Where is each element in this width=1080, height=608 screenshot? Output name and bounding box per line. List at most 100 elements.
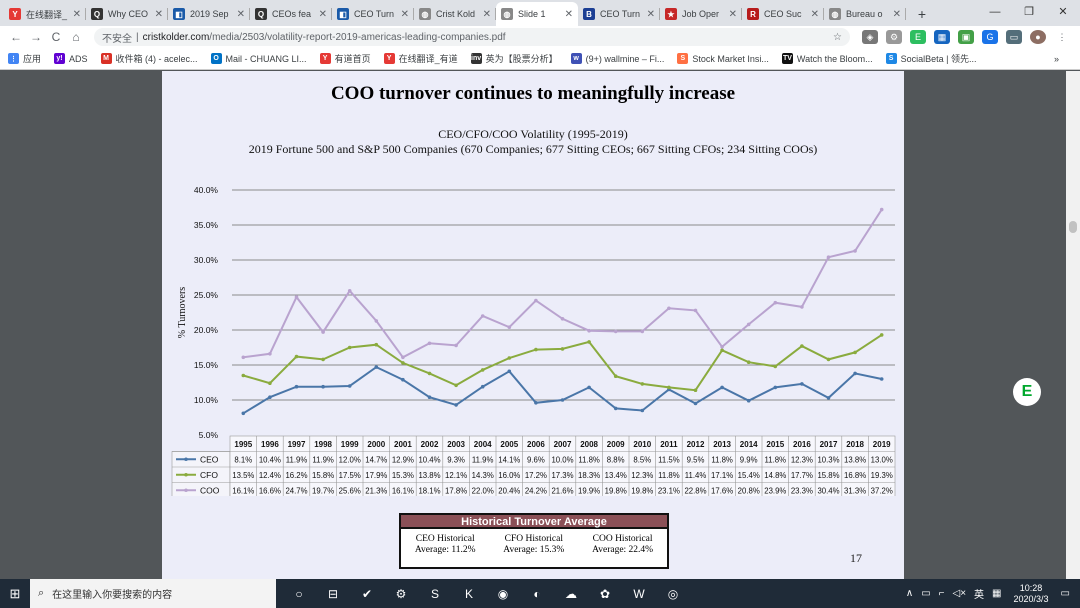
tab-close-icon[interactable]: ✕ (892, 8, 901, 20)
taskbar-app-icon[interactable]: ✔ (361, 586, 373, 601)
data-label: 14.3% (472, 471, 494, 480)
browser-tab[interactable]: R CEO Suc ✕ (742, 2, 824, 26)
x-tick-label: 2006 (527, 440, 545, 449)
extension-shield-icon[interactable]: ◈ (862, 30, 878, 44)
browser-tab[interactable]: ◍ Slide 1 ✕ (496, 2, 578, 26)
bookmark-item[interactable]: Y 有道首页 (319, 52, 371, 65)
scrollbar-thumb[interactable] (1069, 221, 1077, 233)
taskbar-app-icon[interactable]: ◎ (667, 586, 679, 601)
taskbar-app-icon[interactable]: K (464, 586, 473, 601)
browser-tab[interactable]: B CEO Turn ✕ (578, 2, 660, 26)
browser-tab[interactable]: ★ Job Oper ✕ (660, 2, 742, 26)
tray-chevron-icon[interactable]: ∧ (905, 588, 914, 599)
browser-tab[interactable]: ◧ CEO Turn ✕ (332, 2, 414, 26)
data-point-coo (773, 300, 778, 305)
bookmark-item[interactable]: ⋮ 应用 (8, 52, 41, 65)
bookmark-item[interactable]: M 收件箱 (4) - acelec... (100, 52, 198, 65)
bookmark-item[interactable]: S SocialBeta | 领先... (885, 52, 977, 65)
taskbar-app-icon[interactable]: ○ (295, 586, 303, 601)
back-button[interactable]: ← (10, 30, 22, 44)
tab-close-icon[interactable]: ✕ (728, 8, 737, 20)
bookmark-item[interactable]: y! ADS (54, 53, 88, 64)
data-label: 15.4% (738, 471, 760, 480)
new-tab-button[interactable]: + (917, 6, 927, 22)
bookmarks-bar: ⋮ 应用 y! ADS M 收件箱 (4) - acelec... O Mail - CHUA… (0, 48, 1080, 70)
data-label: 23.3% (791, 487, 813, 496)
data-label: 11.9% (286, 456, 308, 465)
extension-tile-icon[interactable]: ▦ (934, 30, 950, 44)
bookmark-item[interactable]: TV Watch the Bloom... (781, 53, 873, 64)
x-tick-label: 2002 (421, 440, 439, 449)
data-point-coo (321, 330, 325, 334)
extension-grammar-icon[interactable]: G (982, 30, 998, 44)
forward-button[interactable]: → (30, 30, 42, 44)
taskbar-app-icon[interactable]: W (633, 586, 645, 601)
bookmark-item[interactable]: S Stock Market Insi... (677, 53, 769, 64)
menu-icon[interactable]: ⋮ (1057, 31, 1067, 42)
slide-title: COO turnover continues to meaningfully i… (330, 83, 736, 104)
browser-tab[interactable]: ◍ Bureau o ✕ (824, 2, 906, 26)
taskbar-app-icon[interactable]: ◉ (497, 586, 509, 601)
tab-close-icon[interactable]: ✕ (646, 8, 655, 20)
reload-button[interactable]: C (51, 30, 61, 44)
browser-tab[interactable]: Q Why CEO ✕ (86, 2, 168, 26)
profile-avatar[interactable]: ● (1030, 30, 1046, 44)
tab-close-icon[interactable]: ✕ (72, 8, 81, 20)
maximize-button[interactable]: ❐ (1024, 6, 1034, 18)
tab-close-icon[interactable]: ✕ (154, 8, 163, 20)
browser-tab[interactable]: ◧ 2019 Sep ✕ (168, 2, 250, 26)
extension-screen-icon[interactable]: ▭ (1006, 30, 1022, 44)
x-tick-label: 1995 (234, 440, 252, 449)
bookmarks-more-button[interactable]: » (1053, 53, 1059, 64)
tray-ime[interactable]: 英 (974, 590, 985, 601)
tab-close-icon[interactable]: ✕ (482, 8, 491, 20)
taskbar-app-icon[interactable]: ⊟ (327, 586, 339, 601)
address-bar[interactable]: 不安全 | cristkolder.com/media/2503/volatil… (94, 28, 850, 46)
tray-network-icon[interactable]: ⌐ (938, 588, 945, 599)
taskbar-app-icon[interactable]: ⚙ (395, 586, 407, 601)
home-button[interactable]: ⌂ (72, 30, 80, 44)
taskbar-app-icon[interactable]: ✿ (599, 586, 611, 601)
tab-close-icon[interactable]: ✕ (400, 8, 409, 20)
clock[interactable]: 10:28 2020/3/3 (1014, 583, 1049, 605)
x-tick-label: 2012 (687, 440, 705, 449)
tab-close-icon[interactable]: ✕ (810, 8, 819, 20)
data-label: 10.4% (259, 456, 281, 465)
taskbar-app-icon[interactable]: S (430, 586, 439, 601)
tray-volume-icon[interactable]: ◁× (952, 588, 967, 599)
security-indicator[interactable]: 不安全 (102, 33, 132, 45)
taskbar-app-icon[interactable]: ◐ (533, 586, 541, 601)
minimize-button[interactable]: — (989, 6, 1001, 18)
windows-start-button[interactable]: ⊞ (9, 585, 21, 601)
x-tick-label: 2001 (394, 440, 412, 449)
extension-clip-icon[interactable]: ▣ (958, 30, 974, 44)
coo-historical: COO Historical Average: 22.4% (592, 534, 654, 555)
bookmark-star-icon[interactable]: ☆ (833, 31, 842, 43)
evernote-floating-icon[interactable]: E (1013, 378, 1041, 406)
tab-close-icon[interactable]: ✕ (236, 8, 245, 20)
extension-gear-icon[interactable]: ⚙ (886, 30, 902, 44)
data-label: 8.5% (633, 456, 651, 465)
tray-grid-icon[interactable]: ▦ (992, 588, 1002, 599)
taskbar-search[interactable]: ⌕ 在这里输入你要搜索的内容 (30, 579, 276, 608)
tray-battery-icon[interactable]: ▭ (921, 588, 931, 599)
tab-close-icon[interactable]: ✕ (318, 8, 327, 20)
data-point-coo (826, 255, 831, 259)
x-tick-label: 2010 (633, 440, 651, 449)
browser-tab[interactable]: Q CEOs fea ✕ (250, 2, 332, 26)
browser-tab[interactable]: ◍ Crist Kold ✕ (414, 2, 496, 26)
bookmark-item[interactable]: O Mail - CHUANG LI... (210, 53, 307, 64)
taskbar-app-icon[interactable]: ☁ (565, 586, 577, 601)
x-tick-label: 2003 (447, 440, 465, 449)
x-tick-label: 1996 (261, 440, 279, 449)
browser-tab[interactable]: Y 在线翻译_ ✕ (4, 2, 86, 26)
scrollbar[interactable] (1066, 71, 1080, 579)
bookmark-item[interactable]: Y 在线翻译_有道 (383, 52, 458, 65)
tab-close-icon[interactable]: ✕ (564, 8, 573, 20)
bookmark-item[interactable]: inv 英为【股票分析】 (470, 52, 558, 65)
y-tick-label: 25.0% (194, 290, 219, 300)
notification-icon[interactable]: ▭ (1060, 588, 1070, 599)
bookmark-item[interactable]: w (9+) wallmine – Fi... (570, 53, 664, 64)
evernote-extension-icon[interactable]: E (910, 30, 926, 44)
close-window-button[interactable]: ✕ (1058, 6, 1068, 18)
